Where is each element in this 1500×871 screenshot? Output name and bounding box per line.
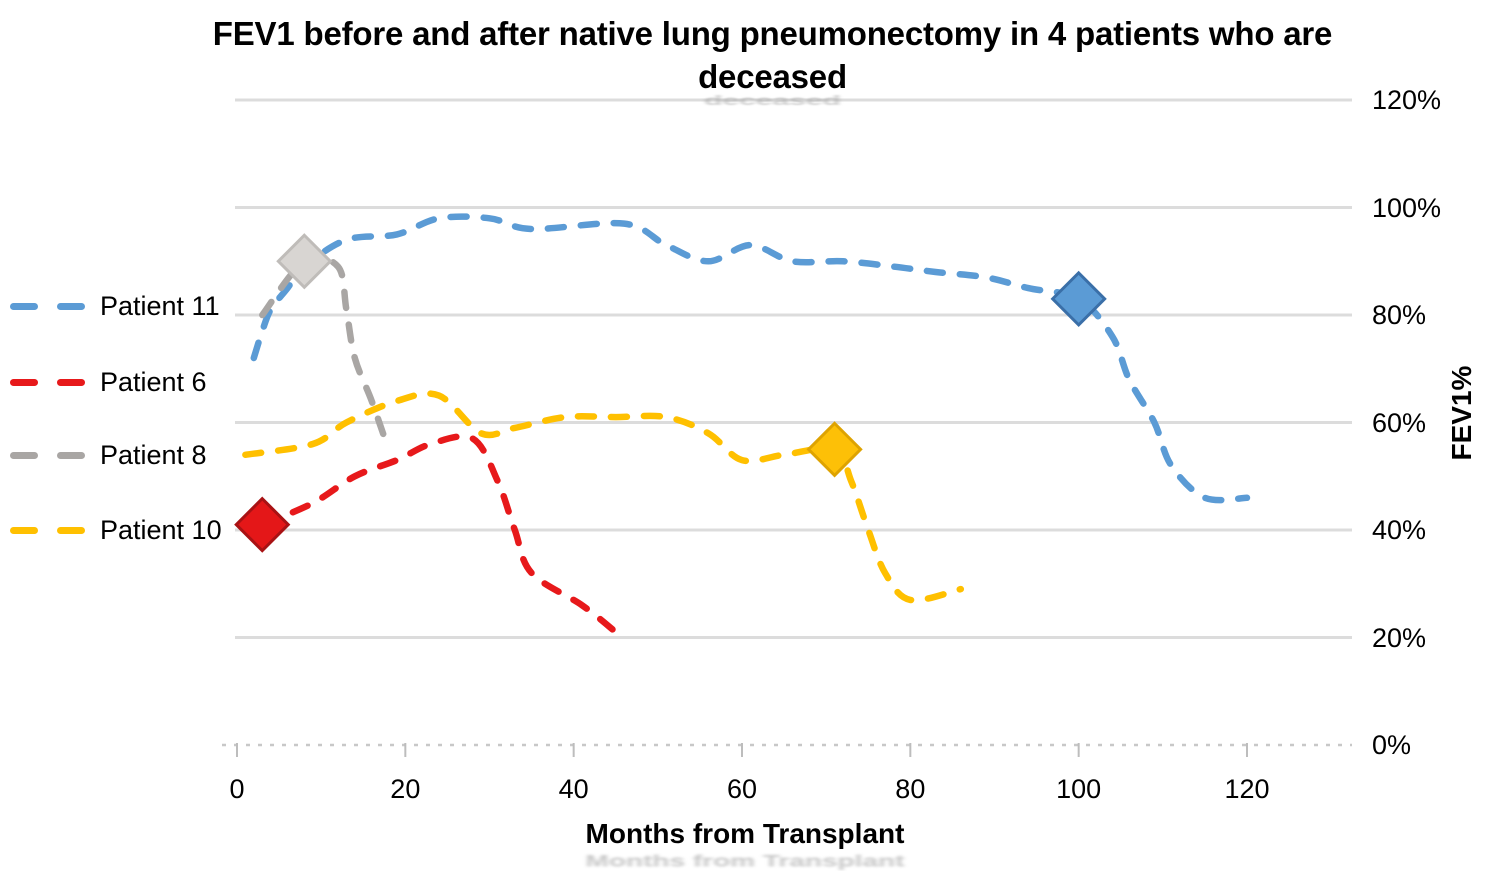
series-line-patient-8 [259, 254, 392, 453]
y-tick-label-20%: 20% [1372, 622, 1427, 653]
x-axis-title-ghost-artifact: Months from Transplant [585, 851, 905, 870]
legend-item-patient-11: Patient 11 [0, 290, 260, 322]
legend-label: Patient 6 [100, 367, 207, 397]
legend-dash-icon [57, 452, 85, 459]
legend-dash-icon [10, 452, 38, 459]
chart-title-line1: FEV1 before and after native lung pneumo… [212, 15, 1333, 52]
chart-title: FEV1 before and after native lung pneumo… [170, 12, 1375, 98]
chart-title-ghost-artifact: deceased [704, 93, 841, 109]
x-tick-label-120: 120 [1224, 774, 1270, 804]
series-line-patient-11 [250, 213, 1251, 504]
legend-label: Patient 10 [100, 515, 222, 545]
y-tick-label-0%: 0% [1372, 730, 1412, 760]
chart-title-line2: deceased [698, 58, 847, 95]
y-axis-title: FEV1% [1446, 365, 1477, 461]
x-axis-title: Months from Transplant [585, 818, 905, 849]
legend-dash-icon [57, 527, 85, 534]
y-tick-label-100%: 100% [1372, 192, 1442, 223]
series-line-patient-6 [259, 433, 620, 636]
legend-label: Patient 8 [100, 440, 207, 470]
x-tick-label-0: 0 [229, 774, 245, 804]
y-tick-label-60%: 60% [1372, 407, 1427, 438]
pneumonectomy-marker-patient-6 [234, 496, 291, 553]
y-tick-label-120%: 120% [1372, 85, 1442, 115]
pneumonectomy-marker-patient-10 [806, 421, 863, 478]
x-tick-label-40: 40 [558, 774, 589, 804]
series-line-patient-10 [242, 390, 965, 604]
x-tick-label-60: 60 [726, 774, 758, 804]
legend-item-patient-10: Patient 10 [0, 514, 260, 546]
legend-label: Patient 11 [100, 291, 220, 321]
x-tick-label-20: 20 [390, 774, 421, 804]
legend-dash-icon [10, 527, 38, 534]
y-tick-label-40%: 40% [1372, 515, 1427, 545]
pneumonectomy-marker-patient-11 [1050, 270, 1107, 327]
pneumonectomy-marker-patient-8 [276, 233, 333, 290]
x-tick-label-80: 80 [895, 774, 926, 804]
legend-dash-icon [57, 303, 85, 310]
legend-item-patient-8: Patient 8 [0, 439, 260, 471]
legend-dash-icon [57, 379, 85, 386]
legend-dash-icon [10, 303, 38, 310]
legend-dash-icon [10, 379, 38, 386]
legend-item-patient-6: Patient 6 [0, 366, 260, 398]
y-tick-label-80%: 80% [1372, 300, 1427, 330]
x-tick-label-100: 100 [1056, 774, 1102, 804]
